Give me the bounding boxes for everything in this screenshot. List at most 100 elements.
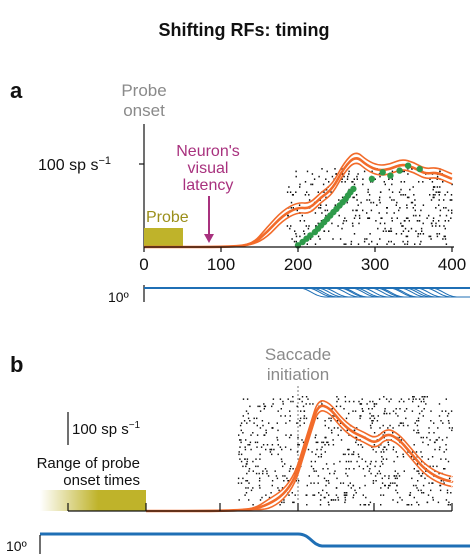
- raster-tick: [318, 175, 320, 178]
- raster-tick: [301, 439, 303, 441]
- raster-tick: [242, 465, 244, 468]
- raster-tick: [398, 436, 400, 439]
- raster-tick: [335, 487, 338, 489]
- raster-tick: [387, 427, 389, 429]
- raster-tick: [412, 396, 414, 398]
- raster-tick: [296, 209, 298, 212]
- raster-tick: [282, 465, 284, 468]
- probe-onset-label-1: Probe: [121, 81, 166, 100]
- raster-tick: [416, 220, 419, 222]
- raster-tick: [397, 415, 399, 417]
- raster-tick: [314, 243, 317, 245]
- raster-tick: [386, 212, 388, 214]
- raster-tick: [302, 441, 305, 444]
- raster-tick: [379, 465, 381, 468]
- raster-tick: [430, 199, 433, 201]
- raster-tick: [413, 429, 415, 432]
- raster-tick: [330, 420, 332, 422]
- raster-tick: [359, 217, 361, 219]
- saccade-dot: [387, 172, 394, 179]
- raster-tick: [240, 460, 243, 463]
- raster-tick: [439, 214, 441, 217]
- raster-tick: [306, 243, 308, 245]
- raster-tick: [417, 429, 419, 432]
- raster-tick: [299, 220, 301, 222]
- raster-tick: [255, 465, 257, 468]
- raster-tick: [438, 436, 440, 439]
- raster-tick: [362, 468, 365, 470]
- raster-tick: [420, 436, 422, 439]
- raster-tick: [271, 405, 273, 408]
- raster-tick: [344, 501, 346, 504]
- eye-trace: [361, 287, 470, 298]
- raster-tick: [310, 465, 313, 468]
- raster-tick: [288, 480, 290, 482]
- raster-tick: [285, 434, 287, 436]
- raster-tick: [394, 477, 397, 480]
- raster-tick: [239, 446, 241, 448]
- raster-tick: [336, 477, 338, 480]
- raster-tick: [446, 489, 449, 492]
- raster-tick: [265, 432, 267, 434]
- raster-tick: [361, 408, 363, 410]
- raster-tick: [445, 499, 448, 501]
- raster-tick: [312, 494, 314, 496]
- raster-tick: [437, 501, 440, 504]
- raster-tick: [417, 233, 419, 235]
- raster-tick: [369, 468, 371, 470]
- raster-tick: [299, 186, 301, 188]
- raster-tick: [361, 398, 363, 400]
- raster-tick: [395, 204, 397, 206]
- raster-tick: [296, 451, 299, 453]
- raster-tick: [261, 420, 264, 422]
- raster-tick: [352, 410, 354, 412]
- raster-tick: [274, 470, 276, 472]
- raster-tick: [427, 444, 429, 446]
- raster-tick: [349, 482, 351, 484]
- raster-tick: [442, 422, 444, 424]
- raster-tick: [415, 214, 417, 217]
- saccade-label-2: initiation: [267, 365, 329, 384]
- raster-tick: [440, 458, 442, 460]
- raster-tick: [438, 472, 440, 475]
- raster-tick: [444, 220, 446, 222]
- raster-tick: [307, 398, 309, 400]
- raster-tick: [381, 477, 383, 480]
- raster-tick: [301, 396, 304, 398]
- raster-tick: [391, 191, 394, 193]
- raster-tick: [333, 427, 336, 429]
- raster-tick: [375, 220, 377, 222]
- raster-tick: [414, 199, 416, 201]
- raster-tick: [297, 436, 299, 439]
- raster-tick: [418, 504, 420, 506]
- raster-tick: [432, 496, 434, 499]
- raster-tick: [432, 220, 434, 222]
- raster-tick: [271, 444, 274, 446]
- raster-tick: [291, 492, 293, 494]
- raster-tick: [368, 243, 370, 245]
- raster-tick: [337, 427, 339, 429]
- raster-tick: [352, 453, 355, 456]
- raster-tick: [400, 181, 402, 183]
- raster-tick: [371, 408, 373, 410]
- raster-tick: [368, 199, 371, 201]
- raster-tick: [337, 398, 340, 400]
- raster-tick: [277, 410, 279, 412]
- raster-tick: [372, 201, 375, 204]
- raster-tick: [399, 408, 401, 410]
- raster-tick: [449, 504, 451, 506]
- raster-tick: [442, 181, 444, 183]
- raster-tick: [298, 204, 301, 206]
- raster-tick: [410, 201, 413, 204]
- raster-tick: [375, 480, 377, 482]
- raster-tick: [300, 410, 302, 412]
- raster-tick: [379, 427, 381, 429]
- raster-tick: [328, 417, 330, 420]
- raster-tick: [291, 238, 293, 240]
- raster-tick: [383, 181, 385, 183]
- raster-tick: [422, 222, 424, 225]
- raster-tick: [354, 214, 357, 217]
- eye-trace: [378, 287, 470, 298]
- raster-tick: [342, 453, 345, 456]
- raster-tick: [439, 484, 441, 487]
